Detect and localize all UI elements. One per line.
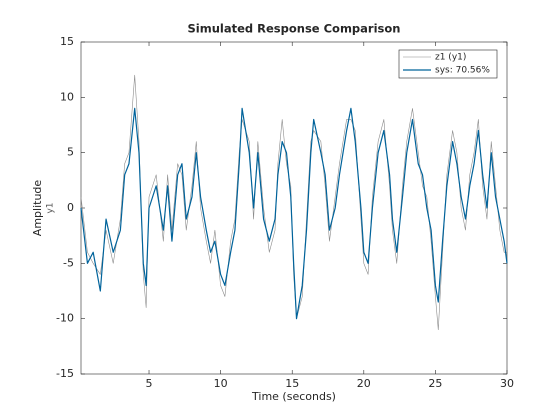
legend-label: z1 (y1): [435, 53, 466, 63]
y-tick-label: -5: [63, 256, 74, 269]
y-tick-label: 5: [67, 146, 74, 159]
legend-box: [398, 49, 498, 79]
y-axis-sublabel: y1: [46, 202, 56, 213]
y-tick-label: 10: [60, 90, 74, 103]
chart-title: Simulated Response Comparison: [188, 22, 401, 36]
series-line: [80, 107, 508, 320]
y-tick-label: -15: [56, 367, 74, 380]
y-tick-label: 15: [60, 35, 74, 48]
x-tick-label: 30: [500, 377, 514, 390]
x-tick-label: 20: [357, 377, 371, 390]
y-tick-label: 0: [67, 201, 74, 214]
x-tick-label: 25: [428, 377, 442, 390]
legend-label: sys: 70.56%: [435, 66, 490, 76]
y-axis-label: Amplitude: [31, 180, 44, 237]
x-tick-label: 15: [285, 377, 299, 390]
plot-area: [80, 41, 508, 375]
x-tick-label: 10: [214, 377, 228, 390]
series-line: [80, 74, 507, 331]
x-tick-label: 5: [146, 377, 153, 390]
y-tick-label: -10: [56, 312, 74, 325]
x-axis-label: Time (seconds): [251, 390, 336, 403]
